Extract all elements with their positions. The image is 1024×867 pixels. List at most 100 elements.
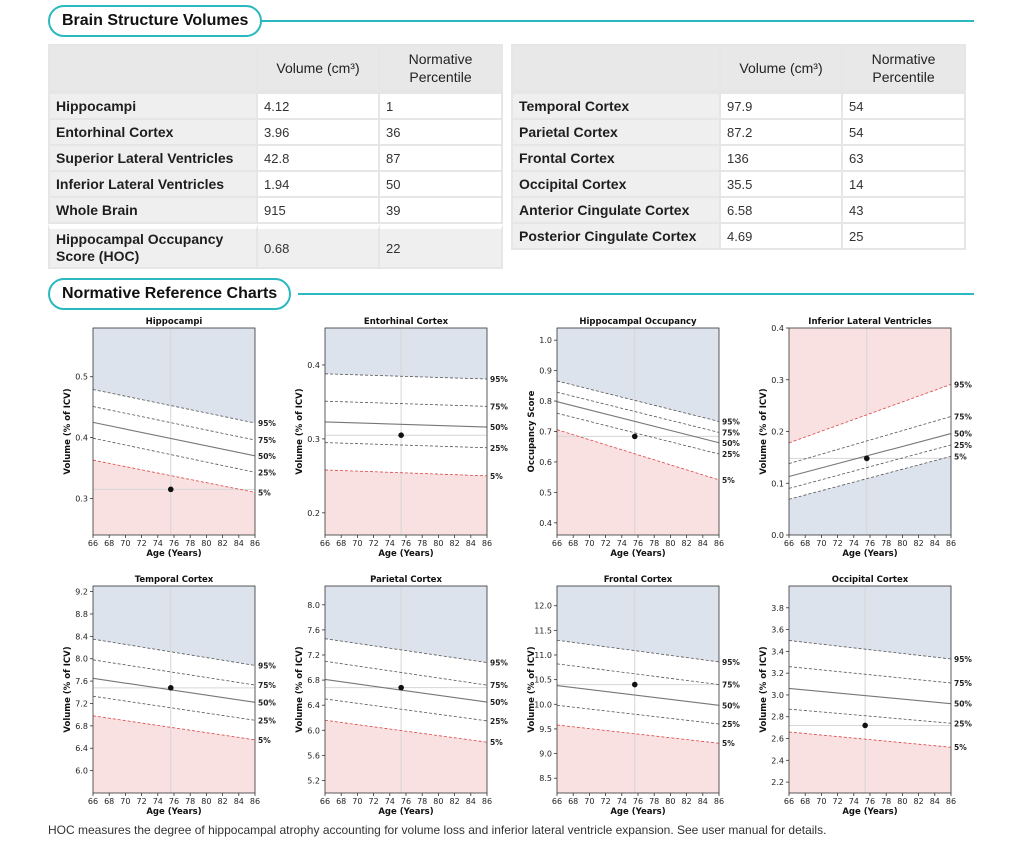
y-tick-label: 0.2 bbox=[771, 428, 784, 437]
x-tick-label: 72 bbox=[369, 539, 379, 548]
x-tick-label: 82 bbox=[218, 797, 228, 806]
percentile-line-p25 bbox=[788, 708, 952, 724]
percentile-value: 39 bbox=[380, 198, 503, 224]
y-tick-label: 0.1 bbox=[771, 479, 784, 488]
x-tick-label: 78 bbox=[649, 797, 659, 806]
header-percentile: Normative Percentile bbox=[380, 44, 503, 92]
volume-value: 4.69 bbox=[721, 224, 843, 250]
y-tick-label: 6.0 bbox=[75, 767, 88, 776]
chart-inferior-lateral-ventricles: 95% 75% 50% 25% 5% 0.0 0.1 0.2 0.3 0.4 66 68 70 72 74 7… bbox=[744, 314, 974, 559]
y-tick-label: 0.3 bbox=[75, 494, 88, 503]
percentile-label: 95% bbox=[954, 655, 972, 664]
y-axis-label: Volume (% of ICV) bbox=[759, 646, 769, 732]
percentile-line-p50 bbox=[556, 401, 720, 444]
x-tick-label: 70 bbox=[584, 797, 594, 806]
chart-title: Temporal Cortex bbox=[135, 575, 214, 585]
percentile-line-p5 bbox=[324, 719, 488, 743]
percentile-line-p25 bbox=[556, 704, 720, 725]
y-tick-label: 8.4 bbox=[75, 632, 88, 641]
y-tick-label: 8.0 bbox=[75, 655, 88, 664]
volume-value: 136 bbox=[721, 146, 843, 172]
percentile-label: 50% bbox=[954, 700, 972, 709]
x-tick-label: 70 bbox=[120, 539, 130, 548]
x-tick-label: 66 bbox=[88, 539, 98, 548]
y-tick-label: 6.4 bbox=[307, 701, 320, 710]
structure-name: Occipital Cortex bbox=[511, 172, 721, 198]
volume-value: 42.8 bbox=[258, 146, 380, 172]
x-tick-label: 80 bbox=[665, 797, 675, 806]
x-tick-label: 66 bbox=[88, 797, 98, 806]
percentile-label: 75% bbox=[722, 681, 740, 690]
table-row: Inferior Lateral Ventricles 1.94 50 bbox=[48, 172, 503, 198]
x-tick-label: 66 bbox=[320, 797, 330, 806]
percentile-label: 50% bbox=[954, 430, 972, 439]
chart-svg: 95% 75% 50% 25% 5% 2.2 2.4 2.6 2.8 3.0 3.2 3.4 3.6 3.… bbox=[759, 575, 972, 817]
x-tick-label: 74 bbox=[849, 539, 859, 548]
percentile-line-p50 bbox=[788, 433, 952, 478]
y-tick-label: 0.4 bbox=[307, 361, 320, 370]
structure-name: Anterior Cingulate Cortex bbox=[511, 198, 721, 224]
y-axis-label: Occupancy Score bbox=[527, 390, 537, 472]
y-tick-label: 0.0 bbox=[771, 531, 784, 540]
x-tick-label: 68 bbox=[568, 797, 578, 806]
percentile-line-p5 bbox=[788, 455, 952, 500]
x-tick-label: 80 bbox=[897, 539, 907, 548]
chart-title: Occipital Cortex bbox=[832, 575, 909, 585]
volumes-table-right: Volume (cm³) Normative Percentile Tempor… bbox=[511, 44, 966, 250]
y-tick-label: 0.8 bbox=[539, 397, 552, 406]
upper-zone bbox=[93, 328, 255, 423]
x-tick-label: 78 bbox=[417, 539, 427, 548]
chart-title: Inferior Lateral Ventricles bbox=[808, 317, 931, 327]
percentile-line-p95 bbox=[324, 373, 488, 380]
percentile-label: 5% bbox=[258, 736, 271, 745]
x-tick-label: 68 bbox=[568, 539, 578, 548]
table-row: Anterior Cingulate Cortex 6.58 43 bbox=[511, 198, 966, 224]
x-tick-label: 72 bbox=[137, 539, 147, 548]
x-tick-label: 76 bbox=[633, 539, 643, 548]
percentile-line-p75 bbox=[324, 660, 488, 686]
x-tick-label: 82 bbox=[450, 539, 460, 548]
lower-zone bbox=[557, 429, 719, 535]
y-tick-label: 7.6 bbox=[75, 677, 88, 686]
y-tick-label: 0.4 bbox=[75, 434, 88, 443]
x-axis-label: Age (Years) bbox=[146, 807, 201, 817]
percentile-line-p5 bbox=[92, 459, 256, 493]
x-axis-label: Age (Years) bbox=[610, 549, 665, 559]
x-tick-label: 76 bbox=[169, 797, 179, 806]
x-tick-label: 68 bbox=[104, 539, 114, 548]
chart-occipital-cortex: 95% 75% 50% 25% 5% 2.2 2.4 2.6 2.8 3.0 3.2 3.4 3.6 3.… bbox=[744, 572, 974, 817]
percentile-label: 25% bbox=[490, 444, 508, 453]
y-tick-label: 12.0 bbox=[534, 602, 552, 611]
x-tick-label: 68 bbox=[104, 797, 114, 806]
volume-value: 97.9 bbox=[721, 92, 843, 120]
percentile-label: 25% bbox=[722, 720, 740, 729]
chart-title: Hippocampi bbox=[146, 317, 203, 327]
x-tick-label: 72 bbox=[601, 797, 611, 806]
volume-value: 1.94 bbox=[258, 172, 380, 198]
percentile-value: 25 bbox=[843, 224, 966, 250]
percentile-label: 95% bbox=[490, 375, 508, 384]
y-tick-label: 0.6 bbox=[539, 458, 552, 467]
percentile-label: 25% bbox=[490, 717, 508, 726]
percentile-label: 5% bbox=[722, 739, 735, 748]
x-axis-label: Age (Years) bbox=[378, 549, 433, 559]
chart-svg: 95% 75% 50% 25% 5% 5.2 5.6 6.0 6.4 6.8 7.2 7.6 8.0 66… bbox=[295, 575, 508, 817]
y-tick-label: 0.7 bbox=[539, 428, 552, 437]
section-title: Brain Structure Volumes bbox=[48, 5, 263, 37]
upper-zone bbox=[557, 328, 719, 422]
x-tick-label: 72 bbox=[369, 797, 379, 806]
y-tick-label: 2.2 bbox=[771, 778, 784, 787]
y-tick-label: 3.8 bbox=[771, 604, 784, 613]
x-tick-label: 84 bbox=[466, 539, 476, 548]
y-tick-label: 8.8 bbox=[75, 610, 88, 619]
percentile-label: 5% bbox=[258, 488, 271, 497]
chart-svg: 95% 75% 50% 25% 5% 8.5 9.0 9.5 10.0 10.5 11.0 11.5 1… bbox=[527, 575, 740, 817]
percentile-value: 36 bbox=[380, 120, 503, 146]
x-tick-label: 78 bbox=[881, 797, 891, 806]
percentile-label: 5% bbox=[722, 476, 735, 485]
patient-point bbox=[631, 433, 638, 440]
table-row: Superior Lateral Ventricles 42.8 87 bbox=[48, 146, 503, 172]
x-tick-label: 84 bbox=[466, 797, 476, 806]
structure-name: Frontal Cortex bbox=[511, 146, 721, 172]
upper-zone bbox=[325, 328, 487, 380]
